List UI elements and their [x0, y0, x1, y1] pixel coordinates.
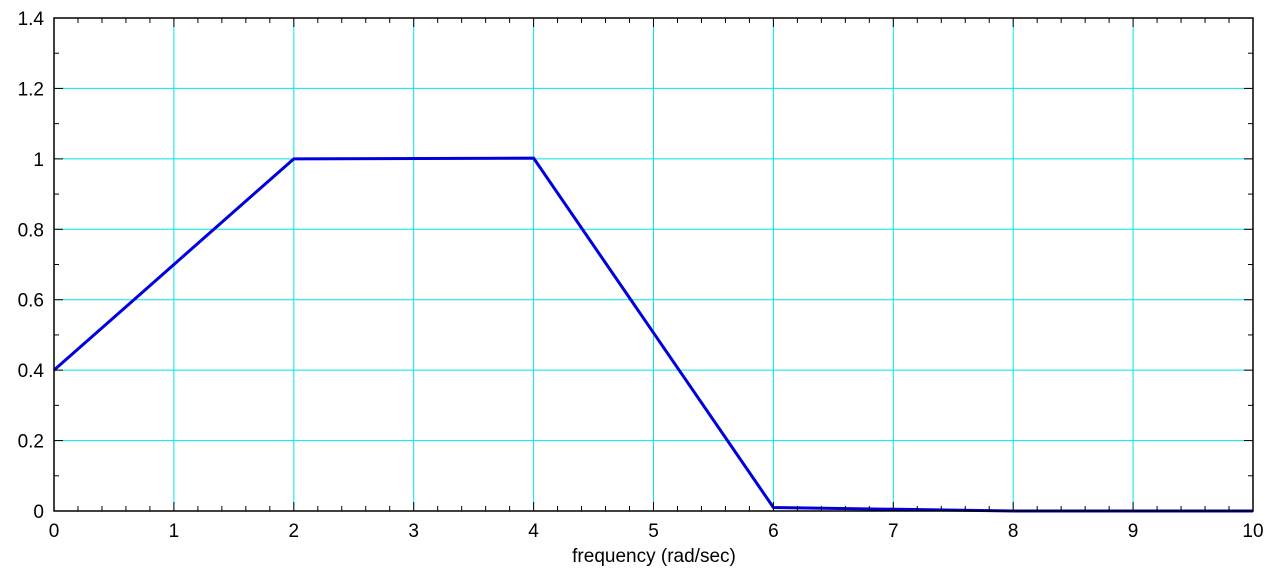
axes: [53, 17, 1254, 512]
x-tick-label: 4: [528, 521, 539, 542]
y-tick-label: 0.6: [18, 291, 44, 312]
plot-frame: [53, 17, 1254, 512]
grid: [54, 18, 1253, 511]
x-tick-label: 10: [1242, 521, 1263, 542]
y-tick-label: 0: [33, 502, 44, 523]
x-tick-label: 7: [888, 521, 899, 542]
x-tick-label: 5: [648, 521, 659, 542]
x-tick-label: 3: [408, 521, 419, 542]
y-tick-label: 1: [33, 150, 44, 171]
y-tick-label: 1.2: [18, 79, 44, 100]
y-tick-label: 0.2: [18, 432, 44, 453]
x-tick-label: 6: [768, 521, 779, 542]
y-tick-label: 0.8: [18, 220, 44, 241]
y-tick-label: 1.4: [18, 9, 45, 30]
y-tick-label: 0.4: [18, 361, 45, 382]
x-tick-label: 1: [169, 521, 180, 542]
x-axis-label: frequency (rad/sec): [572, 546, 736, 567]
x-tick-label: 9: [1128, 521, 1139, 542]
x-tick-label: 8: [1008, 521, 1019, 542]
tick-labels: 0 1 2 3 4 5 6 7 8 9 10 0 0.2 0.4 0.6 0.8 1 1.2 1.4: [18, 9, 1264, 542]
x-tick-label: 0: [49, 521, 60, 542]
x-tick-label: 2: [289, 521, 300, 542]
